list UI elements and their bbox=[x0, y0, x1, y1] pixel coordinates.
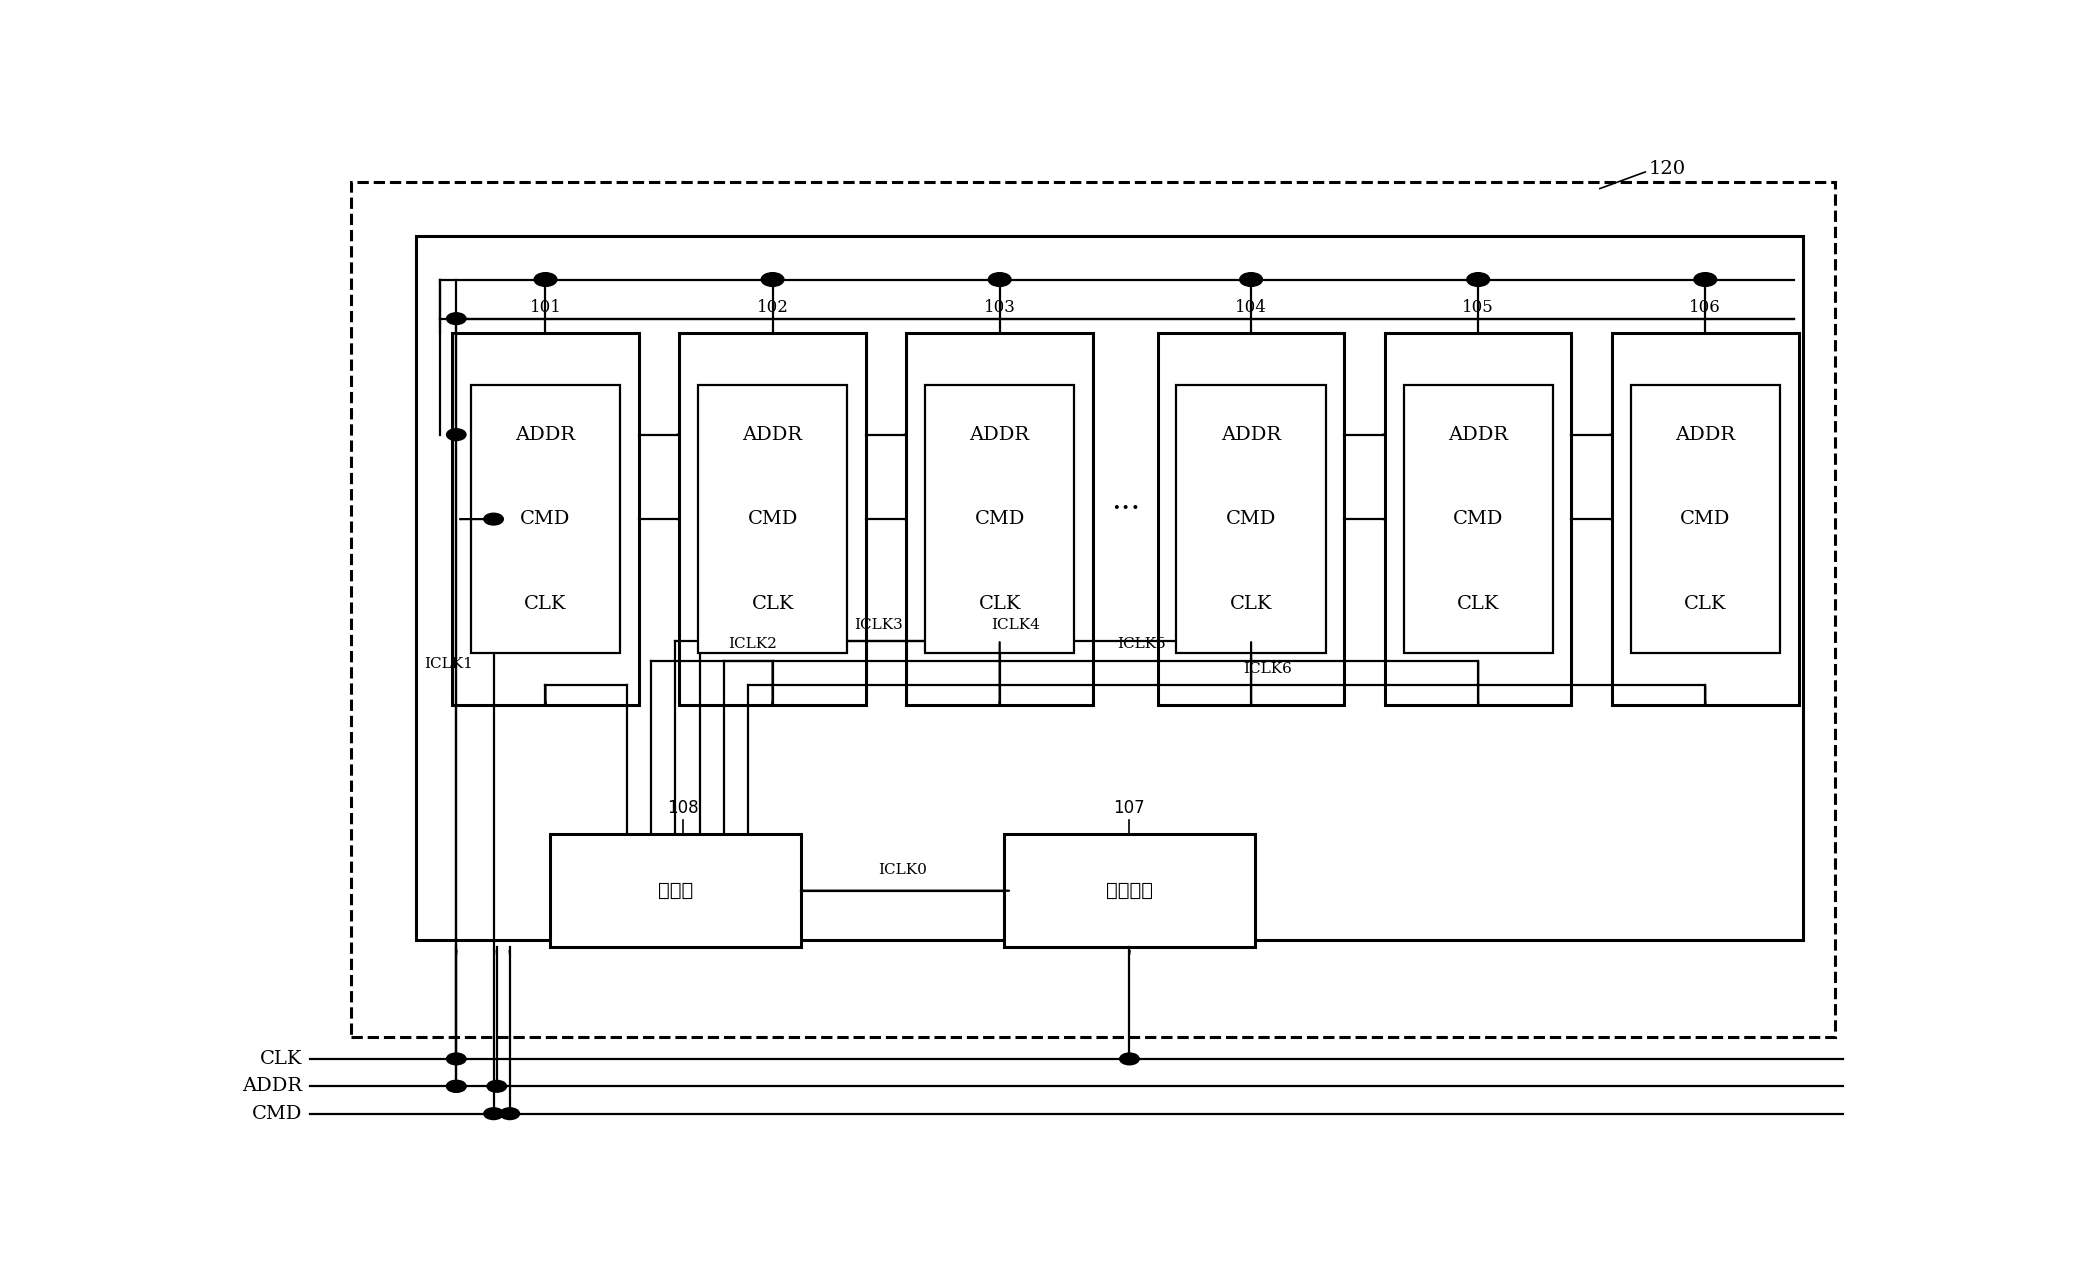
Text: CMD: CMD bbox=[251, 1105, 301, 1123]
Text: CMD: CMD bbox=[1681, 511, 1731, 528]
Text: CLK: CLK bbox=[980, 594, 1021, 612]
Circle shape bbox=[483, 513, 502, 525]
Circle shape bbox=[446, 1081, 467, 1092]
Text: CMD: CMD bbox=[1226, 511, 1277, 528]
Text: ICLK4: ICLK4 bbox=[992, 617, 1040, 631]
Text: 102: 102 bbox=[758, 298, 789, 316]
Circle shape bbox=[1693, 273, 1716, 286]
Text: ICLK0: ICLK0 bbox=[877, 864, 927, 878]
Text: CLK: CLK bbox=[260, 1050, 301, 1068]
Circle shape bbox=[988, 273, 1011, 286]
Text: ADDR: ADDR bbox=[969, 425, 1030, 443]
Bar bbox=[697, 385, 848, 653]
Bar bbox=[925, 385, 1074, 653]
Text: CLK: CLK bbox=[751, 594, 793, 612]
Circle shape bbox=[488, 1081, 507, 1092]
Text: CLK: CLK bbox=[1685, 594, 1727, 612]
Bar bbox=[1386, 333, 1572, 705]
Text: ICLK1: ICLK1 bbox=[423, 657, 473, 671]
Bar bbox=[1630, 385, 1779, 653]
Text: CMD: CMD bbox=[747, 511, 797, 528]
Bar bbox=[680, 333, 867, 705]
Text: 108: 108 bbox=[668, 799, 699, 817]
Text: ADDR: ADDR bbox=[1220, 425, 1281, 443]
Text: 106: 106 bbox=[1689, 298, 1720, 316]
Circle shape bbox=[500, 1107, 519, 1120]
Circle shape bbox=[446, 1053, 467, 1064]
Text: ADDR: ADDR bbox=[1674, 425, 1735, 443]
Circle shape bbox=[446, 312, 467, 325]
Text: CMD: CMD bbox=[1453, 511, 1503, 528]
Text: 103: 103 bbox=[984, 298, 1015, 316]
Text: ADDR: ADDR bbox=[1448, 425, 1509, 443]
Text: 120: 120 bbox=[1649, 160, 1685, 178]
Circle shape bbox=[483, 1107, 502, 1120]
Text: 104: 104 bbox=[1235, 298, 1266, 316]
Bar bbox=[1176, 385, 1325, 653]
Text: CLK: CLK bbox=[1457, 594, 1499, 612]
Bar bbox=[417, 235, 1802, 940]
Text: CLK: CLK bbox=[525, 594, 567, 612]
Text: CLK: CLK bbox=[1231, 594, 1273, 612]
Circle shape bbox=[762, 273, 785, 286]
Text: 寄存器: 寄存器 bbox=[657, 881, 693, 900]
Bar bbox=[906, 333, 1093, 705]
Circle shape bbox=[446, 1081, 467, 1092]
Bar bbox=[452, 333, 638, 705]
Text: ADDR: ADDR bbox=[743, 425, 802, 443]
Bar bbox=[1157, 333, 1344, 705]
Bar bbox=[471, 385, 620, 653]
Circle shape bbox=[534, 273, 557, 286]
Text: 105: 105 bbox=[1463, 298, 1494, 316]
Bar bbox=[1005, 834, 1256, 947]
Circle shape bbox=[1239, 273, 1262, 286]
Text: CMD: CMD bbox=[975, 511, 1026, 528]
Circle shape bbox=[446, 429, 467, 441]
Circle shape bbox=[1120, 1053, 1139, 1064]
Text: ...: ... bbox=[1111, 485, 1141, 516]
Text: ICLK3: ICLK3 bbox=[854, 617, 902, 631]
Text: ADDR: ADDR bbox=[243, 1077, 301, 1095]
Bar bbox=[1404, 385, 1553, 653]
Text: 101: 101 bbox=[530, 298, 561, 316]
Text: 锁相环路: 锁相环路 bbox=[1105, 881, 1153, 900]
Bar bbox=[1612, 333, 1798, 705]
Text: ADDR: ADDR bbox=[515, 425, 576, 443]
Text: ICLK5: ICLK5 bbox=[1118, 638, 1166, 652]
Bar bbox=[352, 182, 1836, 1038]
Text: ICLK6: ICLK6 bbox=[1243, 662, 1291, 676]
Text: 107: 107 bbox=[1113, 799, 1145, 817]
Text: CMD: CMD bbox=[521, 511, 571, 528]
Bar bbox=[550, 834, 802, 947]
Text: ICLK2: ICLK2 bbox=[728, 638, 777, 652]
Circle shape bbox=[1467, 273, 1490, 286]
